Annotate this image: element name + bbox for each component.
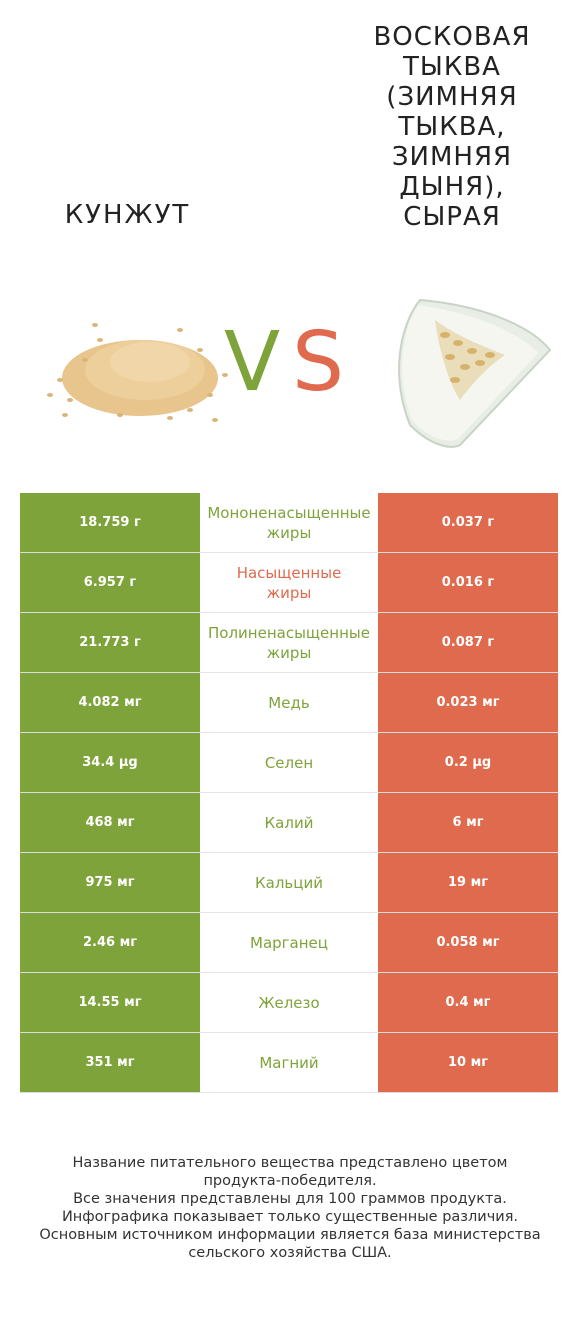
table-row: 468 мг Калий 6 мг [20,793,558,853]
title-right-line: (зимняя [386,82,518,112]
footer-line: Все значения представлены для 100 граммо… [73,1191,507,1207]
nutrient-label: Кальций [200,853,378,913]
table-row: 18.759 г Мононенасыщенные жиры 0.037 г [20,493,558,553]
nutrient-label-line: Магний [259,1053,319,1072]
right-value: 0.023 мг [378,673,558,733]
table-row: 34.4 µg Селен 0.2 µg [20,733,558,793]
table-row: 4.082 мг Медь 0.023 мг [20,673,558,733]
title-right: Восковая тыква (зимняя тыква, зимняя дын… [372,22,532,232]
title-right-line: Восковая [373,22,531,52]
nutrient-label-line: Марганец [250,933,328,952]
nutrient-label-line: Железо [258,993,320,1012]
title-right-line: сырая [403,202,501,232]
left-value: 468 мг [20,793,200,853]
left-value: 4.082 мг [20,673,200,733]
left-value: 351 мг [20,1033,200,1093]
nutrient-label-line: Кальций [255,873,323,892]
right-value: 19 мг [378,853,558,913]
right-value: 0.058 мг [378,913,558,973]
right-value: 0.087 г [378,613,558,673]
right-value: 0.016 г [378,553,558,613]
table-row: 14.55 мг Железо 0.4 мг [20,973,558,1033]
footer-note: Название питательного вещества представл… [20,1154,560,1262]
nutrient-label-line: Мононенасыщенные [207,503,371,522]
vs-s: S [292,315,345,410]
footer-line: Название питательного вещества представл… [72,1155,508,1171]
nutrient-label-line: Полиненасыщенные [208,623,370,642]
right-value: 10 мг [378,1033,558,1093]
title-right-line: дыня), [399,172,505,202]
table-row: 975 мг Кальций 19 мг [20,853,558,913]
nutrient-label: Насыщенные жиры [200,553,378,613]
left-value: 2.46 мг [20,913,200,973]
left-value: 18.759 г [20,493,200,553]
left-value: 975 мг [20,853,200,913]
nutrient-label: Марганец [200,913,378,973]
nutrient-label-line: жиры [266,523,312,542]
footer-line: сельского хозяйства США. [188,1245,392,1261]
right-value: 6 мг [378,793,558,853]
title-left: Кунжут [64,200,191,230]
nutrient-label-line: Селен [264,753,314,772]
vs-label: V S [222,318,352,408]
nutrient-label: Мононенасыщенные жиры [200,493,378,553]
nutrient-label-line: Калий [264,813,314,832]
nutrient-label: Медь [200,673,378,733]
footer-line: Основным источником информации является … [39,1227,541,1243]
nutrient-label-line: жиры [266,643,312,662]
table-row: 21.773 г Полиненасыщенные жиры 0.087 г [20,613,558,673]
nutrient-label-line: Насыщенные [236,563,342,582]
table-row: 2.46 мг Марганец 0.058 мг [20,913,558,973]
wax-gourd-slice-image [398,298,552,448]
nutrient-label: Калий [200,793,378,853]
left-value: 6.957 г [20,553,200,613]
table-row: 6.957 г Насыщенные жиры 0.016 г [20,553,558,613]
footer-line: Инфографика показывает только существенн… [61,1209,519,1225]
nutrient-label: Селен [200,733,378,793]
title-right-line: тыква [403,52,501,82]
nutrient-label: Полиненасыщенные жиры [200,613,378,673]
footer-line: продукта-победителя. [203,1173,377,1189]
nutrient-label-line: жиры [266,583,312,602]
nutrient-label-line: Медь [268,693,310,712]
comparison-table: 18.759 г Мононенасыщенные жиры 0.037 г 6.957… [20,493,558,1093]
sesame-seeds-image [47,323,228,422]
left-value: 34.4 µg [20,733,200,793]
right-value: 0.4 мг [378,973,558,1033]
title-right-line: зимняя [391,142,513,172]
right-value: 0.037 г [378,493,558,553]
title-right-line: тыква, [398,112,506,142]
nutrient-label: Магний [200,1033,378,1093]
table-row: 351 мг Магний 10 мг [20,1033,558,1093]
vs-v: V [224,315,281,410]
left-value: 21.773 г [20,613,200,673]
nutrient-label: Железо [200,973,378,1033]
right-value: 0.2 µg [378,733,558,793]
left-value: 14.55 мг [20,973,200,1033]
